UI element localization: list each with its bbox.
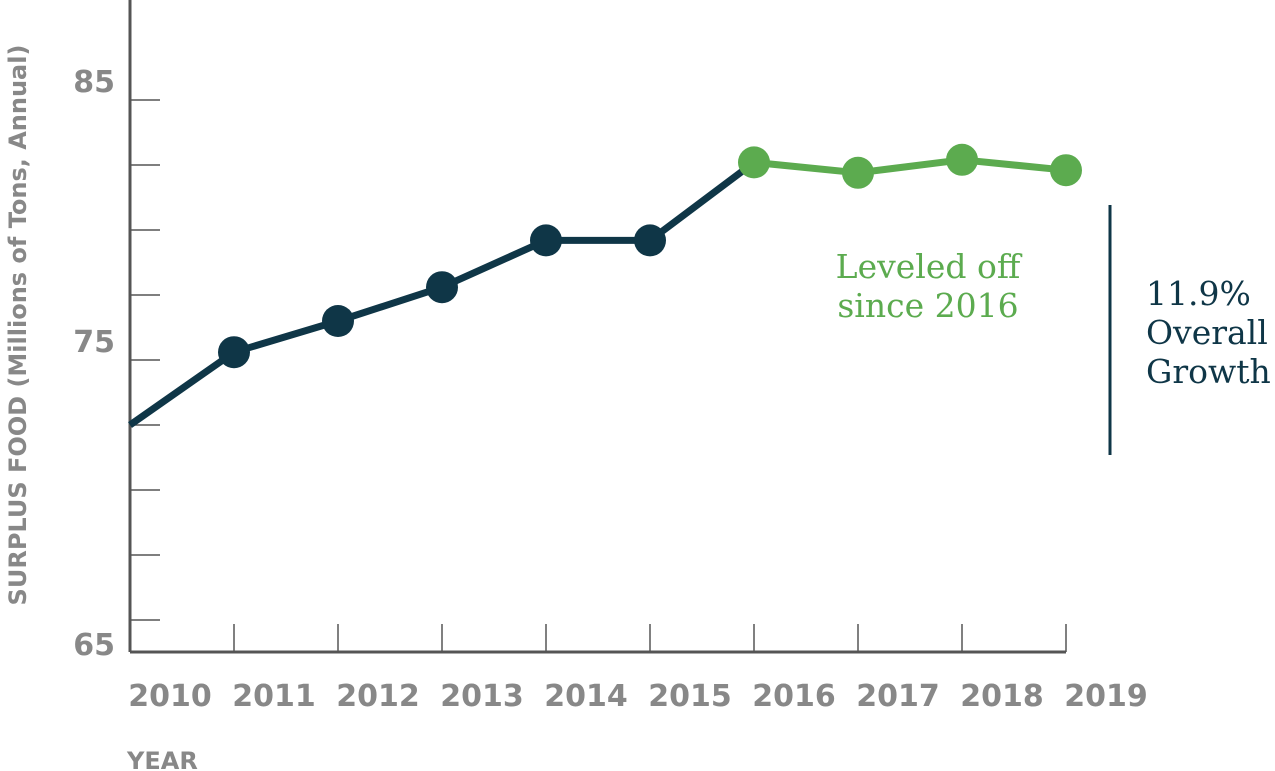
y-tick-label: 85 bbox=[73, 65, 115, 100]
leveled-off-annotation-line-1: Leveled off bbox=[836, 247, 1023, 286]
x-tick-label: 2011 bbox=[232, 679, 316, 714]
y-tick-label: 65 bbox=[73, 628, 115, 663]
data-point bbox=[946, 143, 978, 176]
y-axis-title: SURPLUS FOOD (Millions of Tons, Annual) bbox=[4, 45, 32, 606]
x-tick-label: 2010 bbox=[128, 679, 212, 714]
x-tick-label: 2013 bbox=[440, 679, 524, 714]
x-axis-title: YEAR bbox=[126, 747, 198, 771]
growth-annotation-line-1: 11.9% bbox=[1146, 274, 1251, 313]
data-point bbox=[530, 224, 562, 257]
tick-labels: 65 75 85 2010 2011 2012 2013 2014 2015 2016 2017 20… bbox=[73, 65, 1148, 714]
x-tick-label: 2019 bbox=[1064, 679, 1148, 714]
data-point bbox=[1050, 154, 1082, 187]
leveled-off-annotation-line-2: since 2016 bbox=[837, 286, 1018, 325]
data-point bbox=[322, 305, 354, 337]
x-tick-label: 2016 bbox=[752, 679, 836, 714]
series-line-since-2016 bbox=[753, 156, 1067, 177]
data-point bbox=[218, 336, 250, 369]
x-tick-label: 2018 bbox=[960, 679, 1044, 714]
data-point bbox=[842, 156, 874, 189]
data-point bbox=[426, 271, 458, 304]
series-points bbox=[218, 143, 1082, 369]
x-tick-label: 2014 bbox=[544, 679, 628, 714]
data-point bbox=[738, 146, 770, 179]
axes bbox=[128, 0, 1067, 654]
y-tick-label: 75 bbox=[73, 325, 115, 360]
x-tick-label: 2015 bbox=[648, 679, 732, 714]
x-tick-label: 2017 bbox=[856, 679, 940, 714]
growth-annotation-line-2: Overall bbox=[1146, 313, 1268, 352]
data-point bbox=[634, 224, 666, 257]
growth-annotation-line-3: Growth bbox=[1146, 352, 1271, 391]
x-tick-label: 2012 bbox=[336, 679, 420, 714]
